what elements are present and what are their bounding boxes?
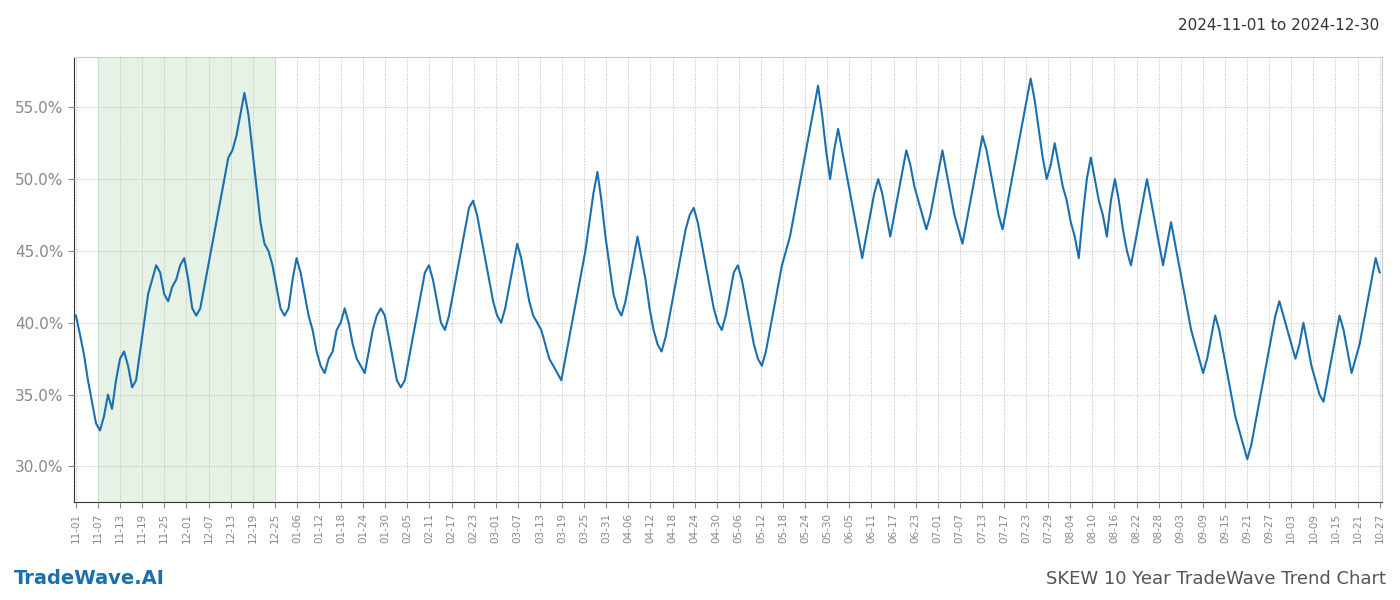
Text: 2024-11-01 to 2024-12-30: 2024-11-01 to 2024-12-30 (1177, 18, 1379, 33)
Bar (98, 57, 274, 502)
Text: SKEW 10 Year TradeWave Trend Chart: SKEW 10 Year TradeWave Trend Chart (1046, 570, 1386, 588)
Text: TradeWave.AI: TradeWave.AI (14, 569, 165, 588)
